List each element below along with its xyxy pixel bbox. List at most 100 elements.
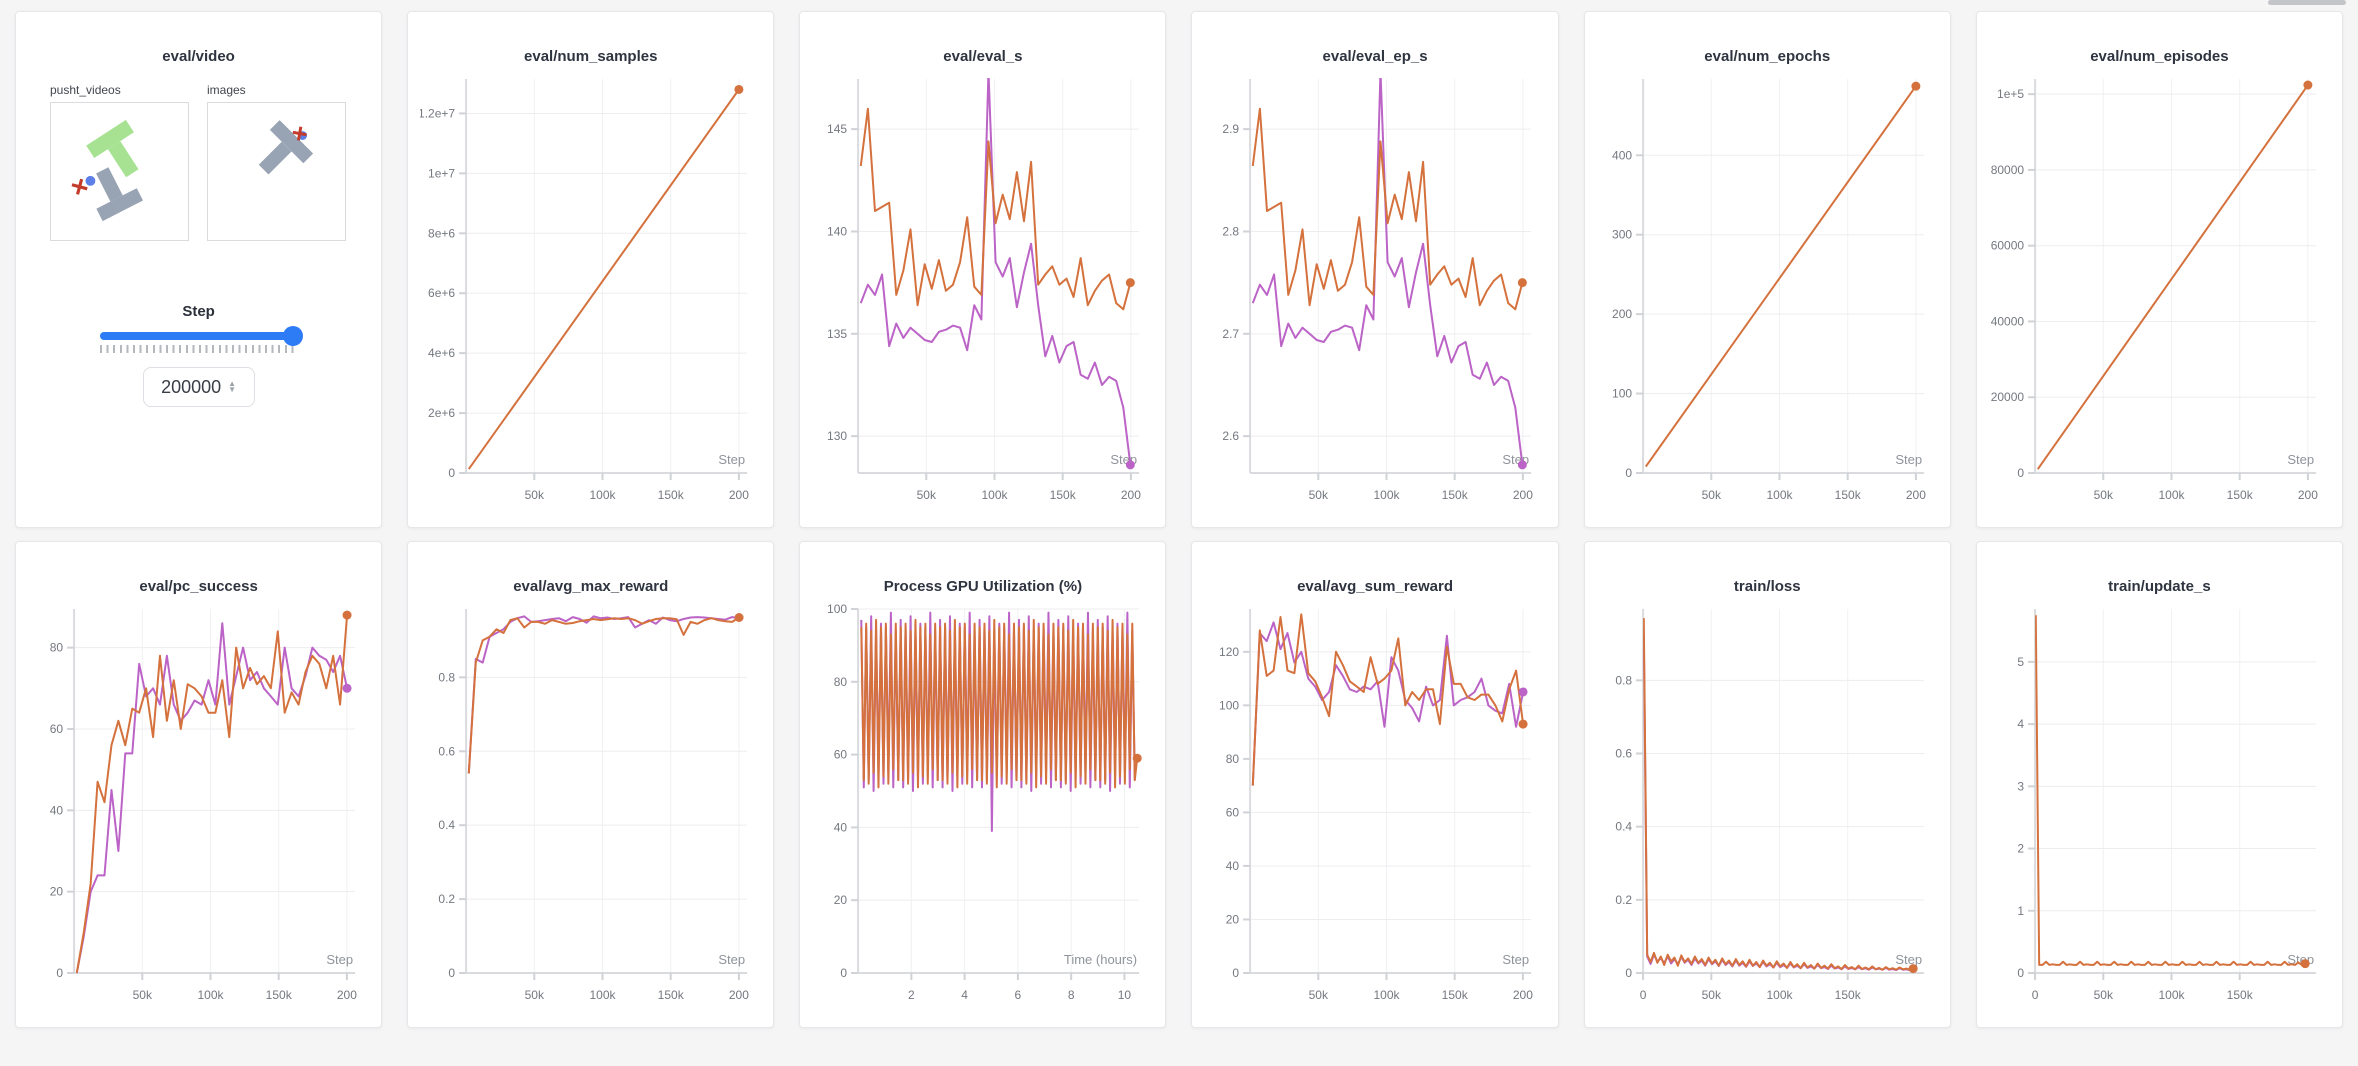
step-number-input[interactable]: 200000 ▲ ▼	[142, 367, 255, 407]
svg-text:1: 1	[2017, 904, 2024, 918]
svg-text:400: 400	[1612, 148, 1632, 162]
chart-eval-avg-sum-reward[interactable]: 0 20 40 60 80 100 120 50k 100k 150k 200 Step	[1204, 601, 1545, 1019]
panel-eval-eval-ep-s: eval/eval_ep_s 2.6 2.7 2.8 2.9 50k 100k 150k 20…	[1191, 11, 1559, 528]
panel-eval-eval-s: eval/eval_s 130 135 140 145 50k 100k 150k 200 St…	[799, 11, 1167, 528]
slider-thumb[interactable]	[282, 326, 303, 346]
svg-text:20: 20	[1226, 912, 1240, 926]
chart-gpu-utilization[interactable]: 0 20 40 60 80 100 2 4 6 8 10 Time (hours)	[812, 601, 1153, 1019]
svg-text:100k: 100k	[1374, 488, 1401, 502]
svg-text:0.4: 0.4	[1615, 820, 1632, 834]
svg-text:2.8: 2.8	[1223, 224, 1240, 238]
svg-text:150k: 150k	[1834, 988, 1861, 1002]
svg-text:1e+7: 1e+7	[428, 166, 455, 180]
chart-train-loss[interactable]: 0 0.2 0.4 0.6 0.8 0 50k 100k 150k Step	[1597, 601, 1938, 1019]
stepper-arrows[interactable]: ▲ ▼	[228, 379, 237, 394]
panel-title: eval/num_episodes	[2090, 48, 2229, 65]
svg-text:6: 6	[1015, 988, 1022, 1002]
svg-text:Step: Step	[1895, 452, 1922, 467]
svg-text:0.4: 0.4	[439, 818, 456, 832]
svg-text:0: 0	[2017, 966, 2024, 980]
chart-eval-pc-success[interactable]: 0 20 40 60 80 50k 100k 150k 200 Step	[28, 601, 369, 1019]
svg-text:135: 135	[827, 327, 847, 341]
chart-eval-avg-max-reward[interactable]: 0 0.2 0.4 0.6 0.8 50k 100k 150k 200 Step	[420, 601, 761, 1019]
svg-text:100: 100	[1220, 698, 1240, 712]
panel-title: eval/pc_success	[139, 578, 258, 595]
svg-text:200: 200	[1121, 488, 1141, 502]
svg-text:200: 200	[1612, 307, 1632, 321]
svg-text:120: 120	[1220, 645, 1240, 659]
panel-eval-num-epochs: eval/num_epochs 0 100 200 300 400 50k 100k 150k…	[1583, 11, 1951, 528]
panel-train-update-s: train/update_s 0 1 2 3 4 5 0 50k 100k 150k Step	[1975, 541, 2343, 1028]
svg-text:150k: 150k	[1050, 488, 1077, 502]
svg-text:0.2: 0.2	[1615, 893, 1632, 907]
svg-text:100k: 100k	[1766, 488, 1793, 502]
panel-title: eval/eval_s	[943, 48, 1023, 65]
svg-text:200: 200	[729, 488, 749, 502]
svg-text:145: 145	[827, 122, 847, 136]
panel-eval-num-samples: eval/num_samples 0 2e+6 4e+6 6e+6 8e+6 1e+7 1.…	[407, 11, 775, 528]
svg-text:150k: 150k	[1442, 988, 1469, 1002]
pusht-video-thumbnail[interactable]	[50, 102, 189, 241]
chart-eval-num-samples[interactable]: 0 2e+6 4e+6 6e+6 8e+6 1e+7 1.2e+7 50k 100k 150k 20…	[420, 71, 761, 519]
svg-text:150k: 150k	[1442, 488, 1469, 502]
svg-text:50k: 50k	[917, 488, 937, 502]
svg-text:10: 10	[1118, 988, 1132, 1002]
svg-text:0: 0	[2032, 988, 2039, 1002]
chart-eval-num-epochs[interactable]: 0 100 200 300 400 50k 100k 150k 200 Step	[1597, 71, 1938, 519]
svg-text:Step: Step	[1895, 952, 1922, 967]
svg-text:2.6: 2.6	[1223, 429, 1240, 443]
svg-text:20: 20	[50, 885, 64, 899]
media-row: pusht_videos	[50, 83, 371, 241]
panel-title: Process GPU Utilization (%)	[883, 578, 1083, 595]
slider-track[interactable]	[99, 332, 298, 340]
chevron-down-icon[interactable]: ▼	[228, 385, 237, 394]
svg-text:200: 200	[337, 988, 357, 1002]
svg-text:150k: 150k	[658, 988, 685, 1002]
chevron-up-icon[interactable]: ▲	[228, 379, 237, 388]
panel-title: train/update_s	[2108, 578, 2211, 595]
svg-text:150k: 150k	[266, 988, 293, 1002]
svg-text:2.7: 2.7	[1223, 327, 1240, 341]
svg-text:150k: 150k	[2227, 988, 2254, 1002]
panel-title: eval/eval_ep_s	[1322, 48, 1428, 65]
media-label: pusht_videos	[50, 83, 121, 97]
panel-eval-video: eval/video pusht_videos	[15, 11, 383, 528]
svg-text:80: 80	[834, 675, 848, 689]
svg-text:60: 60	[834, 748, 848, 762]
panel-title: train/loss	[1733, 578, 1801, 595]
svg-text:Step: Step	[2287, 452, 2314, 467]
svg-text:80000: 80000	[1991, 163, 2025, 177]
svg-text:50k: 50k	[133, 988, 153, 1002]
svg-text:200: 200	[1513, 488, 1533, 502]
svg-text:5: 5	[2017, 655, 2024, 669]
media-pusht-videos: pusht_videos	[50, 83, 189, 241]
chart-eval-num-episodes[interactable]: 0 20000 40000 60000 80000 1e+5 50k 100k 150k 200 S…	[1989, 71, 2330, 519]
images-thumbnail[interactable]	[207, 102, 346, 241]
panel-gpu-utilization: Process GPU Utilization (%) 0 20 40 60 80 100…	[799, 541, 1167, 1028]
svg-text:150k: 150k	[1834, 488, 1861, 502]
svg-text:100k: 100k	[1766, 988, 1793, 1002]
svg-text:40: 40	[50, 803, 64, 817]
svg-text:100k: 100k	[1374, 988, 1401, 1002]
svg-text:0: 0	[1625, 466, 1632, 480]
panel-title: eval/num_samples	[524, 48, 658, 65]
step-slider[interactable]	[99, 326, 303, 346]
svg-text:200: 200	[729, 988, 749, 1002]
svg-text:0: 0	[2017, 466, 2024, 480]
svg-text:100k: 100k	[590, 988, 617, 1002]
svg-text:Step: Step	[326, 952, 353, 967]
svg-text:140: 140	[827, 224, 847, 238]
svg-text:3: 3	[2017, 779, 2024, 793]
scrollbar-thumb[interactable]	[2268, 0, 2346, 5]
svg-text:50k: 50k	[525, 488, 545, 502]
svg-text:2: 2	[908, 988, 915, 1002]
svg-text:8e+6: 8e+6	[428, 226, 455, 240]
svg-text:50k: 50k	[1701, 988, 1721, 1002]
svg-text:2: 2	[2017, 842, 2024, 856]
svg-text:Step: Step	[718, 452, 745, 467]
svg-text:1e+5: 1e+5	[1997, 87, 2024, 101]
svg-text:100k: 100k	[2158, 488, 2185, 502]
